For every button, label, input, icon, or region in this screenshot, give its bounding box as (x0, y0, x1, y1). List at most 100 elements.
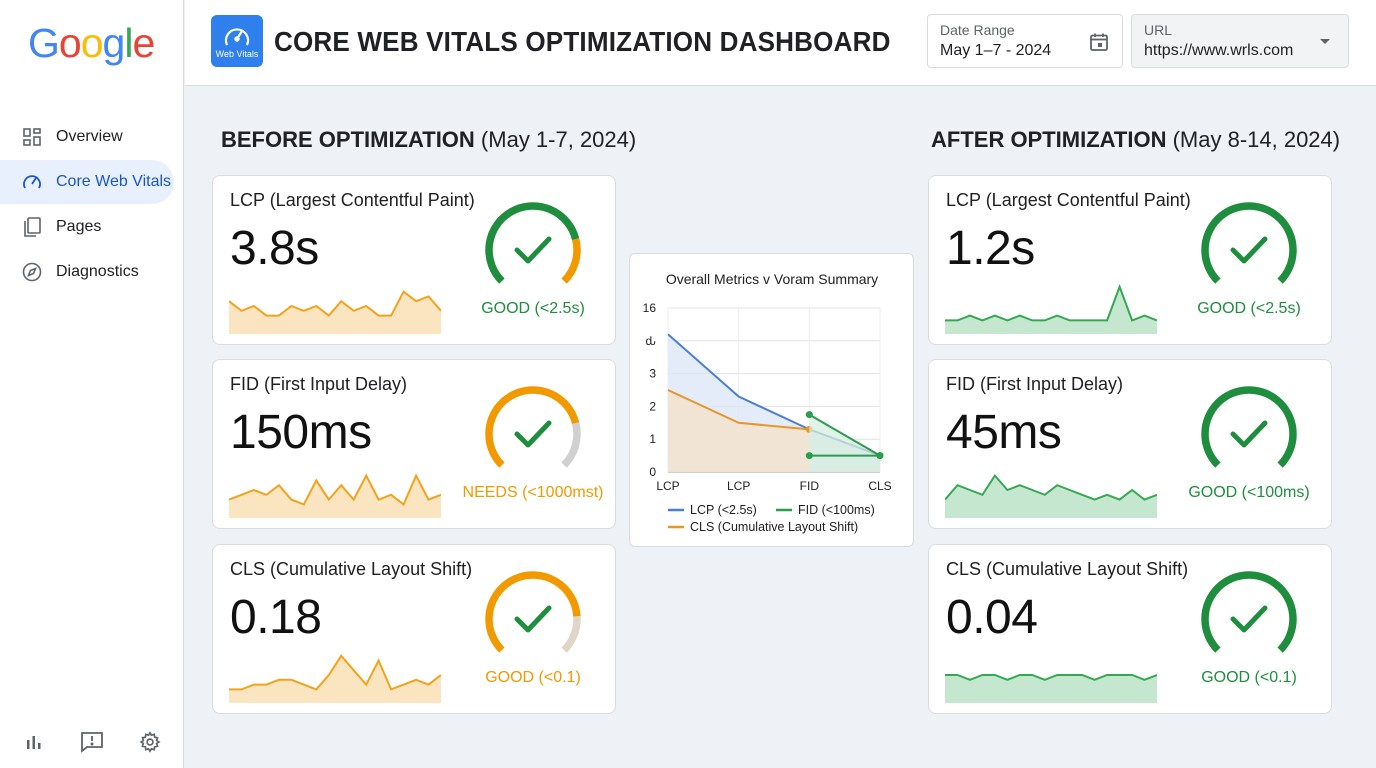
url-select[interactable]: URL https://www.wrls.com (1131, 14, 1349, 68)
metric-status: GOOD (<2.5s) (481, 300, 585, 317)
sparkline-area (945, 675, 1157, 703)
date-range-label: Date Range (940, 22, 1015, 38)
sparkline (229, 290, 441, 334)
google-logo: Google (28, 20, 155, 66)
metric-status: GOOD (<100ms) (1188, 484, 1310, 501)
sparkline-line (229, 473, 441, 506)
y-tick-label: 2 (649, 399, 656, 413)
data-point (805, 411, 813, 419)
checkmark-icon (514, 236, 552, 264)
gauge-track (561, 422, 581, 468)
speedometer-icon (224, 27, 250, 45)
gauge-fill (1201, 202, 1297, 284)
sparkline-line (945, 473, 1157, 501)
after-metric-card[interactable]: CLS (Cumulative Layout Shift) 0.04 GOOD (<… (928, 544, 1332, 714)
before-section-title: BEFORE OPTIMIZATION (May 1-7, 2024) (221, 127, 636, 153)
metric-status: GOOD (<2.5s) (1197, 300, 1301, 317)
gauge (485, 571, 581, 653)
metric-value: 3.8s (230, 222, 319, 275)
sidebar-item-label: Core Web Vitals (56, 173, 172, 190)
legend-label: FID (<100ms) (798, 503, 875, 517)
sparkline (945, 674, 1157, 703)
after-metric-card[interactable]: LCP (Largest Contentful Paint) 1.2s GOOD (… (928, 175, 1332, 345)
series-area (668, 390, 810, 472)
metric-status: NEEDS (<1000mst) (462, 484, 604, 501)
sparkline (945, 473, 1157, 518)
after-title-bold: AFTER OPTIMIZATION (931, 127, 1167, 152)
series-line (808, 413, 881, 457)
sidebar-item-label: Pages (56, 218, 102, 235)
x-tick-label: LCP (656, 479, 679, 493)
after-title-dates: (May 8-14, 2024) (1166, 127, 1341, 152)
gauge-fill (485, 571, 581, 653)
gauge-fill (1201, 386, 1297, 468)
sidebar-nav: Overview Core Web Vitals Pages Diagnosti… (0, 115, 184, 295)
after-metric-card[interactable]: FID (First Input Delay) 45ms GOOD (<100ms) (928, 359, 1332, 529)
series-area (809, 414, 880, 472)
sparkline-area (945, 286, 1157, 334)
before-metric-card[interactable]: FID (First Input Delay) 150ms NEEDS (<1000… (212, 359, 616, 529)
gauge-track (561, 238, 581, 284)
sparkline-area (229, 475, 441, 518)
checkmark-icon (1230, 420, 1268, 448)
y-tick-label: ԃ (645, 334, 656, 348)
before-metric-card[interactable]: CLS (Cumulative Layout Shift) 0.18 GOOD (<… (212, 544, 616, 714)
metric-name: LCP (Largest Contentful Paint) (946, 190, 1191, 210)
header: Web Vitals CORE WEB VITALS OPTIMIZATION … (185, 0, 1376, 86)
bar-chart-icon[interactable] (22, 730, 46, 754)
sparkline-line (945, 283, 1157, 322)
gauge (485, 386, 581, 468)
gauge (485, 202, 581, 284)
before-title-bold: BEFORE OPTIMIZATION (221, 127, 475, 152)
sidebar-bottom-tools (22, 730, 162, 754)
sidebar-item-pages[interactable]: Pages (0, 205, 184, 249)
chart-title: Overall Metrics v Voram Summary (666, 271, 878, 287)
sparkline-line (945, 674, 1157, 681)
gauge-fill (485, 386, 580, 468)
url-label: URL (1144, 22, 1173, 38)
checkmark-icon (514, 605, 552, 633)
y-tick-label: 16 (643, 301, 657, 315)
y-tick-label: 0 (649, 465, 656, 479)
y-tick-label: 1 (649, 432, 656, 446)
metric-value: 1.2s (946, 222, 1035, 275)
sidebar-item-diagnostics[interactable]: Diagnostics (0, 250, 184, 294)
metric-value: 150ms (230, 406, 372, 459)
before-title-dates: (May 1-7, 2024) (474, 127, 637, 152)
checkmark-icon (1230, 605, 1268, 633)
gauge-fill (485, 202, 580, 284)
page-title: CORE WEB VITALS OPTIMIZATION DASHBOARD (274, 26, 891, 57)
y-tick-label: 3 (649, 367, 656, 381)
gauge (1201, 571, 1297, 653)
gear-icon[interactable] (138, 730, 162, 754)
sparkline-area (945, 475, 1157, 518)
dropdown-arrow-icon[interactable] (1314, 31, 1336, 53)
overall-metrics-chart-svg: Overall Metrics v Voram Summary 0 1 2 3 ԃ 16 LC… (643, 271, 892, 534)
sparkline-line (229, 290, 441, 317)
metric-status: GOOD (<0.1) (485, 669, 581, 686)
legend-label: LCP (<2.5s) (690, 503, 757, 517)
sidebar-item-core-web-vitals[interactable]: Core Web Vitals (0, 160, 174, 204)
date-range-picker[interactable]: Date Range May 1–7 - 2024 (927, 14, 1123, 68)
pages-icon (22, 217, 42, 237)
series-line (667, 389, 810, 431)
url-value: https://www.wrls.com (1144, 42, 1294, 59)
sidebar-item-label: Diagnostics (56, 263, 139, 280)
x-tick-label: FID (800, 479, 820, 493)
metric-name: CLS (Cumulative Layout Shift) (230, 559, 473, 579)
badge-label: Web Vitals (215, 48, 259, 59)
feedback-icon[interactable] (80, 730, 104, 754)
metric-value: 0.18 (230, 591, 322, 644)
data-point (876, 452, 884, 460)
before-metric-card[interactable]: LCP (Largest Contentful Paint) 3.8s GOOD (… (212, 175, 616, 345)
overall-metrics-chart: Overall Metrics v Voram Summary 0 1 2 3 ԃ 16 LC… (629, 253, 914, 547)
sparkline (945, 283, 1157, 334)
compass-icon (22, 262, 42, 282)
sparkline (229, 654, 441, 703)
gauge (1201, 386, 1297, 468)
after-section-title: AFTER OPTIMIZATION (May 8-14, 2024) (931, 127, 1340, 153)
gauge-fill (1201, 571, 1297, 653)
sidebar-item-overview[interactable]: Overview (0, 115, 184, 159)
calendar-icon[interactable] (1088, 31, 1110, 53)
date-range-value: May 1–7 - 2024 (940, 42, 1052, 59)
